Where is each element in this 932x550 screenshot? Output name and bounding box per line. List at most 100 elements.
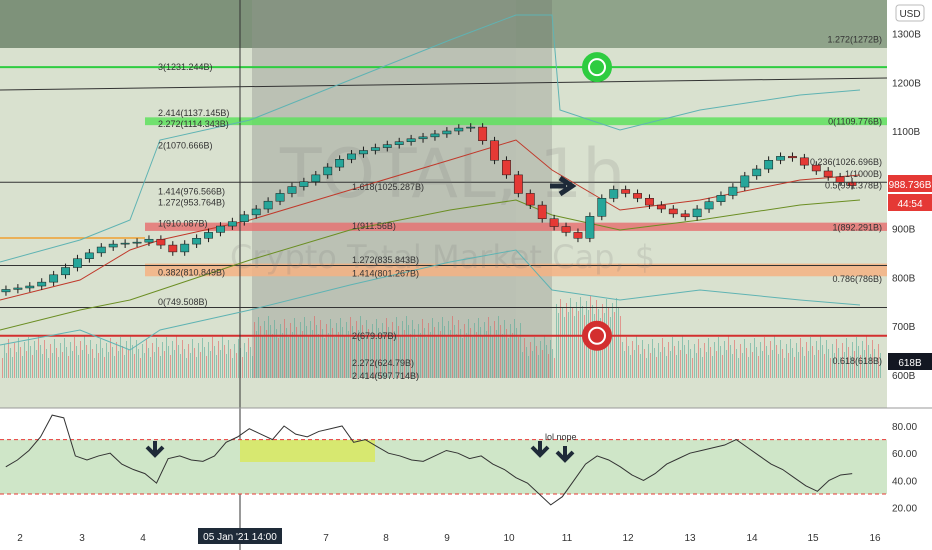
volume-bar <box>262 335 263 378</box>
fib-label-right: 0.236(1026.696B) <box>810 157 882 167</box>
volume-bar <box>496 330 497 378</box>
fib-label-mid: 2(679.07B) <box>352 331 397 341</box>
volume-bar <box>636 336 637 378</box>
volume-bar <box>134 354 135 378</box>
volume-bar <box>428 323 429 378</box>
volume-bar <box>452 316 453 378</box>
volume-bar <box>706 352 707 378</box>
volume-bar <box>758 356 759 378</box>
volume-bar <box>130 336 131 378</box>
volume-bar <box>806 342 807 378</box>
volume-bar <box>500 325 501 378</box>
volume-bar <box>528 356 529 378</box>
volume-bar <box>574 316 575 378</box>
rsi-tick: 60.00 <box>892 449 917 460</box>
price-tag-text: 618B <box>898 358 922 369</box>
volume-bar <box>156 338 157 378</box>
volume-bar <box>726 350 727 378</box>
volume-bar <box>488 317 489 378</box>
volume-bar <box>762 351 763 378</box>
volume-bar <box>572 307 573 378</box>
volume-bar <box>52 353 53 378</box>
candle-body <box>251 208 261 216</box>
volume-bar <box>510 324 511 378</box>
volume-bar <box>404 330 405 378</box>
rsi-pane: 80.00 60.00 40.00 20.00 lol nope <box>0 414 917 515</box>
candle-body <box>13 287 23 290</box>
volume-bar <box>534 337 535 378</box>
volume-bar <box>672 337 673 378</box>
volume-bar <box>864 350 865 378</box>
volume-bar <box>730 345 731 378</box>
volume-bar <box>300 322 301 378</box>
candle-body <box>621 189 631 194</box>
volume-bar <box>216 355 217 378</box>
volume-bar <box>466 333 467 378</box>
candle-body <box>335 159 345 168</box>
volume-bar <box>558 313 559 378</box>
volume-bar <box>292 332 293 378</box>
volume-bar <box>336 323 337 378</box>
volume-bar <box>244 343 245 378</box>
volume-bar <box>538 355 539 378</box>
candle-body <box>633 193 642 199</box>
volume-bar <box>152 343 153 378</box>
candle-body <box>752 168 762 177</box>
volume-bar <box>634 350 635 378</box>
volume-bar <box>224 345 225 378</box>
price-tick: 1200B <box>892 78 921 89</box>
volume-bar <box>442 317 443 378</box>
volume-bar <box>714 342 715 378</box>
volume-bar <box>24 342 25 378</box>
price-tag <box>888 353 932 370</box>
volume-bar <box>178 345 179 378</box>
volume-bar <box>242 357 243 378</box>
volume-bar <box>748 357 749 378</box>
volume-bar <box>126 341 127 378</box>
volume-bar <box>692 358 693 378</box>
candle-body <box>680 213 690 218</box>
volume-bar <box>848 347 849 378</box>
volume-bar <box>810 337 811 378</box>
candle-body <box>513 174 523 194</box>
volume-bar <box>368 329 369 378</box>
volume-bar <box>144 353 145 378</box>
candle-body <box>549 218 559 227</box>
rsi-tick: 20.00 <box>892 504 917 515</box>
volume-bar <box>790 339 791 378</box>
volume-bar <box>234 344 235 378</box>
volume-bar <box>664 347 665 378</box>
volume-bar <box>456 334 457 378</box>
candle-body <box>847 181 857 186</box>
candle-body <box>740 175 750 188</box>
volume-bar <box>450 330 451 378</box>
volume-bar <box>16 352 17 378</box>
volume-bar <box>306 326 307 378</box>
volume-bar <box>352 326 353 378</box>
zone <box>145 263 887 277</box>
volume-bar <box>266 330 267 378</box>
volume-bar <box>252 356 253 378</box>
volume-bar <box>124 355 125 378</box>
volume-bar <box>116 342 117 378</box>
volume-bar <box>868 345 869 378</box>
price-axis-bg <box>887 0 932 550</box>
volume-bar <box>782 349 783 378</box>
volume-bar <box>750 343 751 378</box>
volume-bar <box>786 344 787 378</box>
volume-bar <box>120 337 121 378</box>
volume-bar <box>426 337 427 378</box>
volume-bar <box>148 348 149 378</box>
fib-label-right: 1.272(1272B) <box>827 35 882 45</box>
candle-body <box>347 153 356 160</box>
candle-body <box>656 204 666 210</box>
volume-bar <box>694 344 695 378</box>
volume-bar <box>526 347 527 378</box>
volume-bar <box>658 343 659 378</box>
currency-button <box>895 4 925 22</box>
volume-bar <box>850 356 851 378</box>
volume-bar <box>722 355 723 378</box>
candle-body <box>799 157 809 166</box>
volume-bar <box>560 299 561 378</box>
